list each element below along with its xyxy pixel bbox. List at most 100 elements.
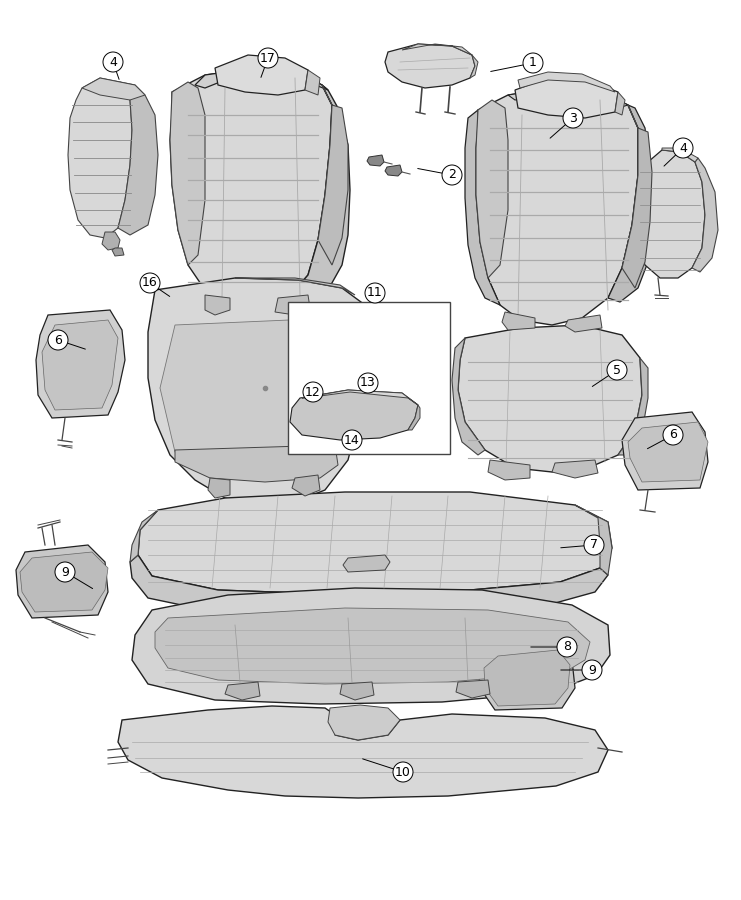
Circle shape bbox=[673, 138, 693, 158]
Polygon shape bbox=[565, 315, 602, 332]
Circle shape bbox=[582, 660, 602, 680]
Text: 8: 8 bbox=[563, 641, 571, 653]
Polygon shape bbox=[275, 295, 310, 315]
Text: 17: 17 bbox=[260, 51, 276, 65]
Circle shape bbox=[607, 360, 627, 380]
Polygon shape bbox=[484, 650, 570, 706]
Polygon shape bbox=[292, 475, 320, 496]
Polygon shape bbox=[160, 318, 352, 452]
Polygon shape bbox=[458, 325, 642, 472]
Polygon shape bbox=[465, 110, 500, 305]
Polygon shape bbox=[195, 68, 328, 90]
Polygon shape bbox=[215, 55, 308, 95]
Text: 4: 4 bbox=[109, 56, 117, 68]
Circle shape bbox=[303, 382, 323, 402]
Text: 7: 7 bbox=[590, 538, 598, 552]
Circle shape bbox=[393, 762, 413, 782]
Circle shape bbox=[48, 330, 68, 350]
Polygon shape bbox=[628, 422, 708, 482]
Text: 2: 2 bbox=[448, 168, 456, 182]
Circle shape bbox=[557, 637, 577, 657]
Polygon shape bbox=[476, 88, 638, 325]
Circle shape bbox=[103, 52, 123, 72]
Polygon shape bbox=[42, 320, 118, 410]
Polygon shape bbox=[470, 55, 478, 78]
Polygon shape bbox=[36, 310, 125, 418]
Polygon shape bbox=[340, 682, 374, 700]
Text: 14: 14 bbox=[344, 434, 360, 446]
Circle shape bbox=[258, 48, 278, 68]
Circle shape bbox=[663, 425, 683, 445]
FancyBboxPatch shape bbox=[288, 302, 450, 454]
Circle shape bbox=[442, 165, 462, 185]
Circle shape bbox=[584, 535, 604, 555]
Text: 9: 9 bbox=[588, 663, 596, 677]
Polygon shape bbox=[175, 445, 338, 482]
Polygon shape bbox=[170, 82, 205, 265]
Polygon shape bbox=[305, 70, 320, 95]
Polygon shape bbox=[622, 412, 708, 490]
Polygon shape bbox=[205, 295, 230, 315]
Text: 4: 4 bbox=[679, 141, 687, 155]
Polygon shape bbox=[478, 643, 575, 710]
Polygon shape bbox=[288, 85, 350, 302]
Polygon shape bbox=[488, 460, 530, 480]
Polygon shape bbox=[170, 68, 332, 308]
Polygon shape bbox=[235, 278, 355, 295]
Text: 10: 10 bbox=[395, 766, 411, 778]
Polygon shape bbox=[552, 460, 598, 478]
Polygon shape bbox=[408, 405, 420, 430]
Polygon shape bbox=[225, 682, 260, 700]
Polygon shape bbox=[318, 85, 348, 265]
Polygon shape bbox=[208, 478, 230, 498]
Circle shape bbox=[342, 430, 362, 450]
Polygon shape bbox=[155, 608, 590, 684]
Polygon shape bbox=[608, 105, 652, 302]
Text: 16: 16 bbox=[142, 276, 158, 290]
Polygon shape bbox=[692, 158, 718, 272]
Polygon shape bbox=[402, 44, 472, 55]
Polygon shape bbox=[635, 150, 705, 278]
Polygon shape bbox=[328, 705, 400, 740]
Polygon shape bbox=[518, 72, 615, 92]
Polygon shape bbox=[112, 248, 124, 256]
Text: 1: 1 bbox=[529, 57, 537, 69]
Text: 6: 6 bbox=[54, 334, 62, 346]
Text: 3: 3 bbox=[569, 112, 577, 124]
Text: 5: 5 bbox=[613, 364, 621, 376]
Text: 11: 11 bbox=[367, 286, 383, 300]
Circle shape bbox=[55, 562, 75, 582]
Polygon shape bbox=[118, 82, 158, 235]
Text: 12: 12 bbox=[305, 385, 321, 399]
Polygon shape bbox=[456, 680, 490, 698]
Polygon shape bbox=[502, 312, 535, 330]
Text: 6: 6 bbox=[669, 428, 677, 442]
Circle shape bbox=[140, 273, 160, 293]
Polygon shape bbox=[662, 148, 698, 162]
Polygon shape bbox=[385, 165, 402, 176]
Circle shape bbox=[563, 108, 583, 128]
Polygon shape bbox=[515, 78, 618, 118]
Polygon shape bbox=[452, 338, 485, 455]
Polygon shape bbox=[618, 358, 648, 455]
Text: 9: 9 bbox=[61, 565, 69, 579]
Polygon shape bbox=[476, 100, 508, 278]
Polygon shape bbox=[102, 232, 120, 250]
Circle shape bbox=[523, 53, 543, 73]
Polygon shape bbox=[508, 88, 628, 108]
Polygon shape bbox=[575, 505, 612, 575]
Polygon shape bbox=[82, 78, 145, 100]
Polygon shape bbox=[302, 390, 418, 405]
Circle shape bbox=[358, 373, 378, 393]
Polygon shape bbox=[138, 492, 612, 594]
Polygon shape bbox=[118, 706, 608, 798]
Polygon shape bbox=[130, 510, 158, 562]
Polygon shape bbox=[20, 552, 108, 612]
Polygon shape bbox=[622, 105, 652, 288]
Polygon shape bbox=[16, 545, 108, 618]
Polygon shape bbox=[148, 278, 368, 505]
Text: 13: 13 bbox=[360, 376, 376, 390]
Polygon shape bbox=[367, 155, 384, 166]
Polygon shape bbox=[343, 555, 390, 572]
Polygon shape bbox=[68, 78, 132, 238]
